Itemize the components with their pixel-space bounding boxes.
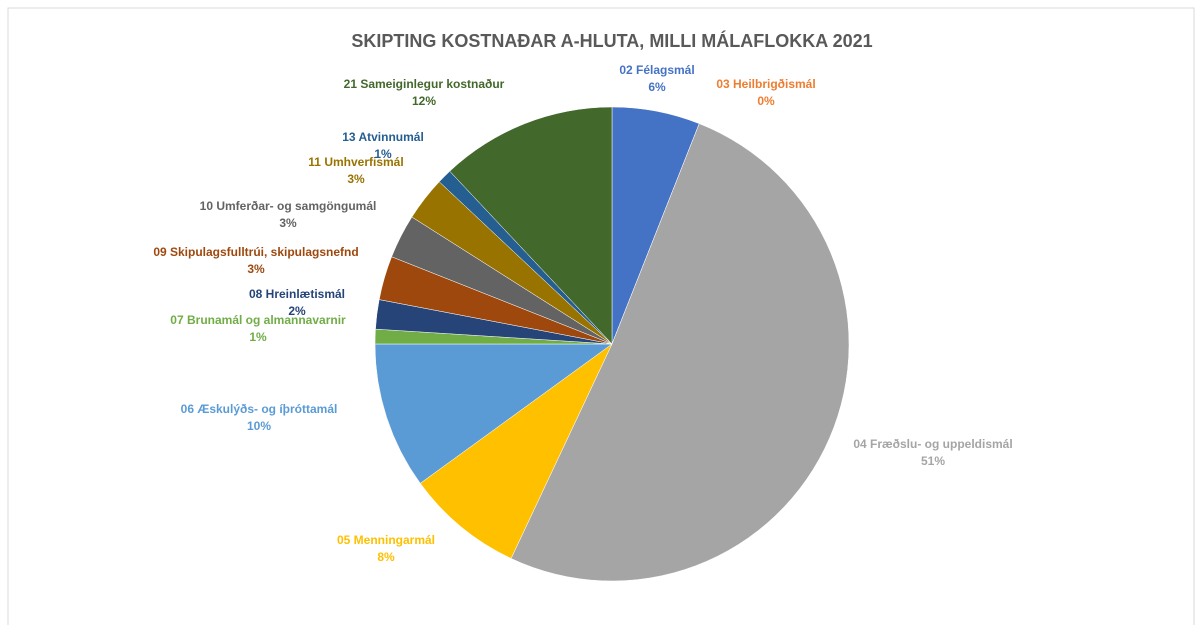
chart-title: SKIPTING KOSTNAÐAR A-HLUTA, MILLI MÁLAFL…: [351, 30, 872, 51]
slice-value: 1%: [249, 330, 267, 344]
slice-label: 21 Sameiginlegur kostnaður: [344, 77, 505, 91]
slice-value: 10%: [247, 419, 271, 433]
slice-label: 03 Heilbrigðismál: [716, 77, 815, 91]
pie-slice: [374, 343, 613, 484]
slice-value: 0%: [757, 94, 775, 108]
slice-label: 11 Umhverfismál: [308, 155, 403, 169]
slice-label: 06 Æskulýðs- og íþróttamál: [181, 402, 338, 416]
slice-value: 3%: [347, 172, 365, 186]
slice-value: 3%: [247, 262, 265, 276]
slice-label: 02 Félagsmál: [619, 63, 694, 77]
slice-value: 8%: [377, 550, 395, 564]
slice-label: 05 Menningarmál: [337, 533, 435, 547]
slice-value: 12%: [412, 94, 436, 108]
slice-label: 09 Skipulagsfulltrúi, skipulagsnefnd: [153, 245, 358, 259]
pie-slice: [449, 106, 613, 345]
pie-slice: [419, 343, 613, 559]
slice-value: 6%: [648, 80, 666, 94]
slice-label: 13 Atvinnumál: [342, 130, 424, 144]
slice-value: 2%: [288, 304, 306, 318]
slice-label: 10 Umferðar- og samgöngumál: [200, 199, 377, 213]
slice-value: 1%: [374, 147, 392, 161]
slice-value: 51%: [921, 454, 945, 468]
slice-value: 3%: [279, 216, 297, 230]
slice-label: 07 Brunamál og almannavarnir: [170, 313, 346, 327]
slice-label: 04 Fræðslu- og uppeldismál: [853, 437, 1012, 451]
slice-label: 08 Hreinlætismál: [249, 287, 345, 301]
pie-slice: [510, 123, 850, 582]
